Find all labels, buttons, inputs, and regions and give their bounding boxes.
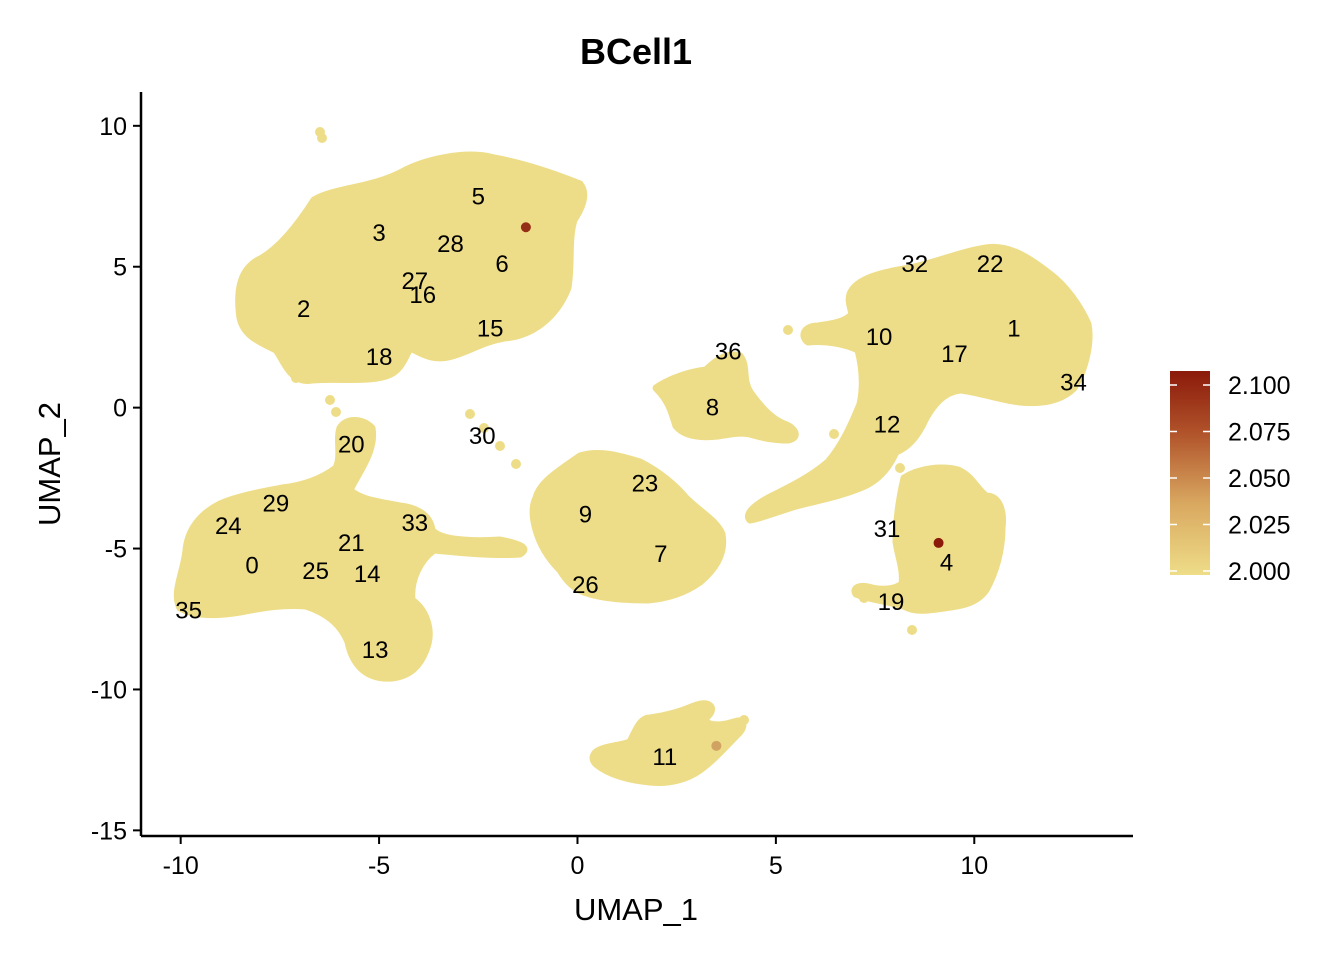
scatter-point: [907, 625, 917, 635]
cluster-label: 18: [366, 344, 393, 371]
y-tick-label: 0: [113, 395, 127, 423]
colorbar: [1170, 371, 1210, 575]
cluster-label: 27: [401, 268, 428, 295]
scatter-point: [739, 715, 749, 725]
cluster-blob-8: [652, 351, 799, 444]
y-tick-label: 10: [99, 113, 127, 141]
cluster-label: 1: [1007, 316, 1020, 343]
scatter-point: [783, 325, 793, 335]
y-axis-label: UMAP_2: [32, 402, 67, 526]
cluster-label: 12: [874, 412, 901, 439]
cluster-label: 33: [401, 510, 428, 537]
cluster-label: 21: [338, 530, 365, 557]
scatter-point: [511, 459, 521, 469]
cluster-label: 28: [437, 231, 464, 258]
plot-area: [173, 127, 1093, 786]
scatter-point: [291, 373, 301, 383]
scatter-point: [515, 543, 525, 553]
cluster-blob-right: [745, 243, 1093, 524]
colorbar-label: 2.050: [1228, 465, 1291, 493]
scatter-point: [331, 407, 341, 417]
cluster-label: 36: [715, 338, 742, 365]
cluster-label: 10: [866, 324, 893, 351]
cluster-blob-11: [589, 700, 747, 786]
cluster-blob-4: [851, 464, 1006, 614]
scatter-point: [295, 363, 305, 373]
scatter-point: [859, 593, 869, 603]
cluster-label: 35: [175, 598, 202, 625]
cluster-labels: 0123456789101112131415161718192021222324…: [175, 183, 1087, 771]
y-tick-label: -5: [105, 536, 127, 564]
scatter-point: [465, 409, 475, 419]
cluster-label: 0: [245, 552, 258, 579]
colorbar-label: 2.075: [1228, 419, 1291, 447]
chart-title: BCell1: [580, 31, 692, 72]
cluster-label: 9: [579, 502, 592, 529]
cluster-label: 11: [652, 744, 677, 771]
cluster-label: 3: [372, 220, 385, 247]
cluster-label: 24: [215, 513, 242, 540]
x-tick-label: 0: [571, 852, 585, 880]
highlighted-point: [933, 537, 944, 548]
y-tick-label: -10: [91, 676, 127, 704]
highlighted-point: [520, 222, 531, 233]
cluster-label: 31: [874, 516, 901, 543]
x-axis-label: UMAP_1: [574, 892, 698, 927]
cluster-label: 13: [362, 637, 389, 664]
cluster-label: 19: [878, 589, 905, 616]
cluster-blob-top-left: [235, 151, 588, 384]
scatter-point: [875, 457, 885, 467]
cluster-label: 17: [941, 341, 968, 368]
cluster-label: 7: [654, 541, 667, 568]
cluster-label: 25: [302, 558, 329, 585]
scatter-point: [325, 395, 335, 405]
cluster-label: 26: [572, 572, 599, 599]
colorbar-label: 2.000: [1228, 558, 1291, 586]
scatter-point: [895, 463, 905, 473]
x-tick-label: 10: [960, 852, 988, 880]
colorbar-label: 2.100: [1228, 372, 1291, 400]
cluster-label: 16: [409, 282, 436, 309]
cluster-label: 20: [338, 431, 365, 458]
cluster-label: 23: [632, 471, 659, 498]
scatter-point: [829, 429, 839, 439]
cluster-label: 4: [940, 550, 953, 577]
cluster-label: 2: [297, 296, 310, 323]
cluster-label: 32: [901, 251, 928, 278]
cluster-label: 5: [472, 183, 485, 210]
x-tick-label: -10: [163, 852, 199, 880]
cluster-label: 15: [477, 316, 504, 343]
color-legend: 2.100 2.075 2.050 2.025 2.000: [1170, 371, 1291, 586]
x-tick-label: -5: [368, 852, 390, 880]
highlighted-point: [711, 740, 722, 751]
cluster-label: 8: [706, 395, 719, 422]
cluster-label: 6: [495, 251, 508, 278]
cluster-label: 14: [354, 561, 381, 588]
scatter-point: [317, 133, 327, 143]
cluster-blob-center: [529, 450, 727, 604]
cluster-label: 22: [977, 251, 1004, 278]
cluster-label: 30: [469, 423, 496, 450]
y-tick-label: -15: [91, 817, 127, 845]
scatter-point: [479, 423, 489, 433]
scatter-point: [495, 441, 505, 451]
x-tick-label: 5: [769, 852, 783, 880]
colorbar-label: 2.025: [1228, 512, 1291, 540]
y-tick-label: 5: [113, 254, 127, 282]
cluster-label: 34: [1060, 369, 1087, 396]
cluster-label: 29: [263, 490, 290, 517]
